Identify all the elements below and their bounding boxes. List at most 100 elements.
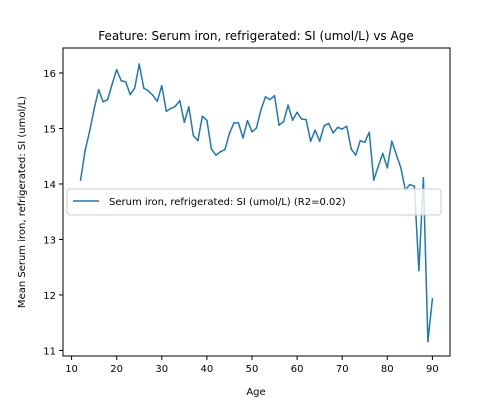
y-tick-label: 11 [43,346,56,357]
data-point [170,107,172,110]
data-point [228,132,231,135]
data-point [246,119,249,122]
data-point [224,148,226,151]
data-point [120,79,122,82]
data-point [242,137,244,139]
data-point [323,124,325,127]
x-tick-label: 10 [65,364,78,375]
data-point [269,98,271,101]
data-point [147,89,150,92]
data-point [350,148,353,150]
data-point [336,126,339,129]
data-point [115,68,118,71]
data-point [183,121,186,124]
legend-label: Serum iron, refrigerated: SI (umol/L) (R… [109,197,346,208]
data-point [341,128,344,130]
chart-title: Feature: Serum iron, refrigerated: SI (u… [98,29,413,43]
data-point [264,96,267,98]
data-point [381,152,384,155]
data-point [84,149,86,152]
data-point [409,183,411,186]
data-point [138,63,141,65]
data-point [291,119,294,121]
data-point [296,111,298,114]
data-point [215,154,217,156]
data-point [97,88,100,91]
data-point [318,140,321,143]
data-point [273,94,276,97]
data-point [282,121,285,123]
axis-ticks: 10 20 30 40 50 60 70 80 90 11 12 13 14 15 16 [43,69,439,375]
data-point [79,179,82,181]
data-point [156,100,159,103]
data-point [386,167,389,169]
data-point [210,148,213,150]
data-point [133,87,136,89]
x-tick-label: 50 [246,364,259,375]
data-point [391,140,393,143]
data-point [233,122,235,124]
x-tick-label: 90 [426,364,439,375]
data-point [165,110,168,113]
legend-box [66,188,442,216]
data-point [327,122,330,125]
data-point [206,119,208,121]
data-point [345,125,348,128]
data-point [260,108,262,111]
data-point [377,165,380,168]
x-tick-label: 40 [201,364,214,375]
y-axis-label: Mean Serum iron, refrigerated: SI (umol/… [17,96,28,308]
x-tick-label: 70 [336,364,349,375]
x-tick-label: 80 [381,364,394,375]
data-point [237,122,240,124]
data-point [188,106,190,108]
y-tick-label: 13 [43,235,56,246]
y-tick-label: 14 [43,180,56,191]
data-point [179,99,181,102]
data-point [251,131,253,133]
data-point [129,93,132,96]
data-point [192,134,195,137]
y-tick-label: 15 [43,124,56,135]
data-point [111,83,113,85]
data-point [359,139,362,142]
data-point [106,98,109,101]
data-point [372,179,375,181]
data-point [142,87,145,89]
legend: Serum iron, refrigerated: SI (umol/L) (R… [66,188,442,216]
data-point [427,340,429,343]
data-point [354,154,357,156]
data-point [300,118,303,120]
data-point [174,105,177,108]
data-point [219,150,222,153]
data-point [309,140,312,143]
data-point [305,118,307,121]
data-point [332,132,334,134]
data-point [88,130,91,133]
y-tick-label: 12 [43,291,56,302]
data-point [201,115,204,118]
data-point [400,167,402,169]
data-point [368,131,371,134]
data-point [124,81,127,83]
y-tick-label: 16 [43,69,56,80]
series-lines [79,63,434,343]
data-point [422,177,425,179]
data-point [395,153,398,156]
data-point [255,127,258,129]
data-point [93,108,95,110]
data-point [160,84,163,87]
data-point [197,139,199,142]
data-point [413,185,416,187]
data-point [418,269,420,272]
data-point [431,298,434,300]
plot-frame [62,47,451,357]
data-point [314,129,316,131]
x-tick-label: 60 [291,364,304,375]
data-point [102,101,104,103]
data-point [363,141,366,144]
x-tick-label: 20 [110,364,123,375]
data-point [287,104,289,106]
x-axis-label: Age [246,387,265,398]
